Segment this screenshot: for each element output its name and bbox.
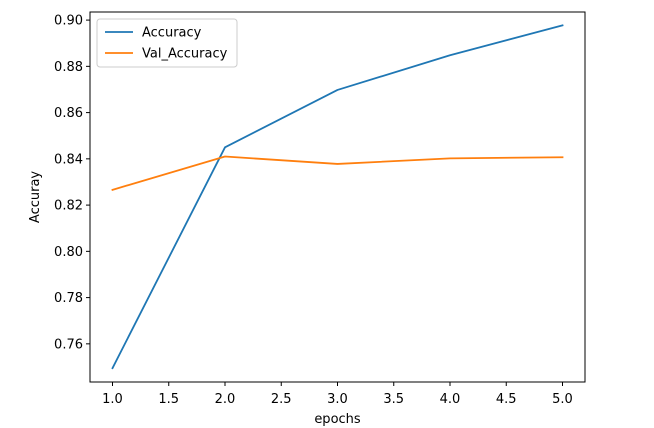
y-tick-label: 0.90 <box>54 14 83 29</box>
y-axis-ticks: 0.76 0.78 0.80 0.82 0.84 0.86 0.88 0.90 <box>54 14 90 352</box>
x-axis-label: epochs <box>314 412 361 427</box>
legend-label: Val_Accuracy <box>142 47 228 62</box>
series-layer <box>111 24 564 370</box>
y-tick-label: 0.86 <box>54 106 83 121</box>
series-line-accuracy <box>111 24 564 370</box>
x-tick-label: 1.0 <box>102 392 123 407</box>
y-tick-label: 0.88 <box>54 60 83 75</box>
x-tick-label: 3.5 <box>383 392 404 407</box>
x-tick-label: 4.5 <box>496 392 517 407</box>
x-axis-ticks: 1.0 1.5 2.0 2.5 3.0 3.5 4.0 4.5 5.0 <box>102 382 573 407</box>
series-line-val-accuracy <box>111 155 564 191</box>
x-tick-label: 4.0 <box>440 392 461 407</box>
x-tick-label: 5.0 <box>552 392 573 407</box>
y-tick-label: 0.78 <box>54 291 83 306</box>
x-tick-label: 2.0 <box>215 392 236 407</box>
y-axis-label: Accuray <box>28 171 43 224</box>
y-tick-label: 0.76 <box>54 337 83 352</box>
legend-label: Accuracy <box>142 26 202 41</box>
legend: Accuracy Val_Accuracy <box>96 18 238 68</box>
y-tick-label: 0.82 <box>54 199 83 214</box>
x-tick-label: 2.5 <box>271 392 292 407</box>
legend-box <box>96 18 238 68</box>
y-tick-label: 0.84 <box>54 152 83 167</box>
x-tick-label: 1.5 <box>158 392 179 407</box>
x-tick-label: 3.0 <box>327 392 348 407</box>
y-tick-label: 0.80 <box>54 245 83 260</box>
